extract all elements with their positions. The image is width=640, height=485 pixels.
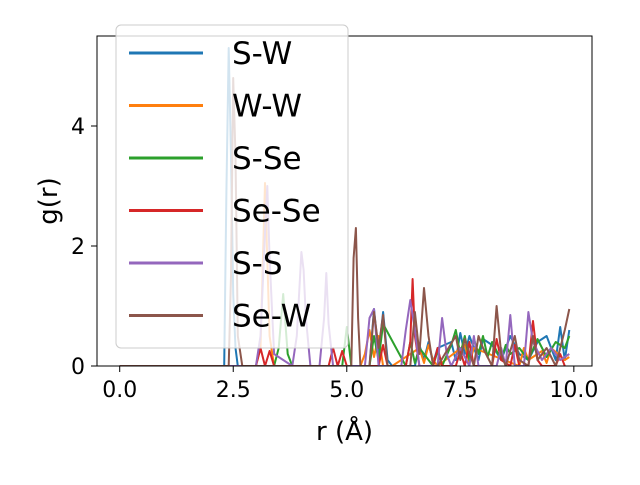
y-axis-ticks: 0 2 4 bbox=[71, 115, 97, 380]
y-tick-label: 4 bbox=[71, 115, 85, 140]
y-tick-label: 2 bbox=[71, 235, 85, 260]
x-axis-label: r (Å) bbox=[316, 415, 373, 447]
series-line-w-w bbox=[119, 182, 570, 366]
x-tick-label: 10.0 bbox=[549, 378, 598, 403]
legend-label: S-W bbox=[232, 36, 292, 72]
y-tick-label: 0 bbox=[71, 355, 85, 380]
legend-label: Se-Se bbox=[232, 194, 321, 230]
x-tick-label: 0.0 bbox=[102, 378, 137, 403]
x-tick-label: 7.5 bbox=[443, 378, 478, 403]
legend-label: W-W bbox=[232, 89, 302, 125]
legend-label: S-Se bbox=[232, 141, 302, 177]
x-axis-ticks: 0.0 2.5 5.0 7.5 10.0 bbox=[102, 366, 598, 403]
legend: S-W W-W S-Se Se-Se S-S Se-W bbox=[115, 24, 349, 349]
legend-label: S-S bbox=[232, 246, 283, 282]
x-tick-label: 5.0 bbox=[329, 378, 364, 403]
legend-label: Se-W bbox=[232, 299, 311, 335]
x-tick-label: 2.5 bbox=[216, 378, 251, 403]
series-line-se-w bbox=[119, 77, 571, 366]
y-axis-label: g(r) bbox=[34, 177, 64, 224]
